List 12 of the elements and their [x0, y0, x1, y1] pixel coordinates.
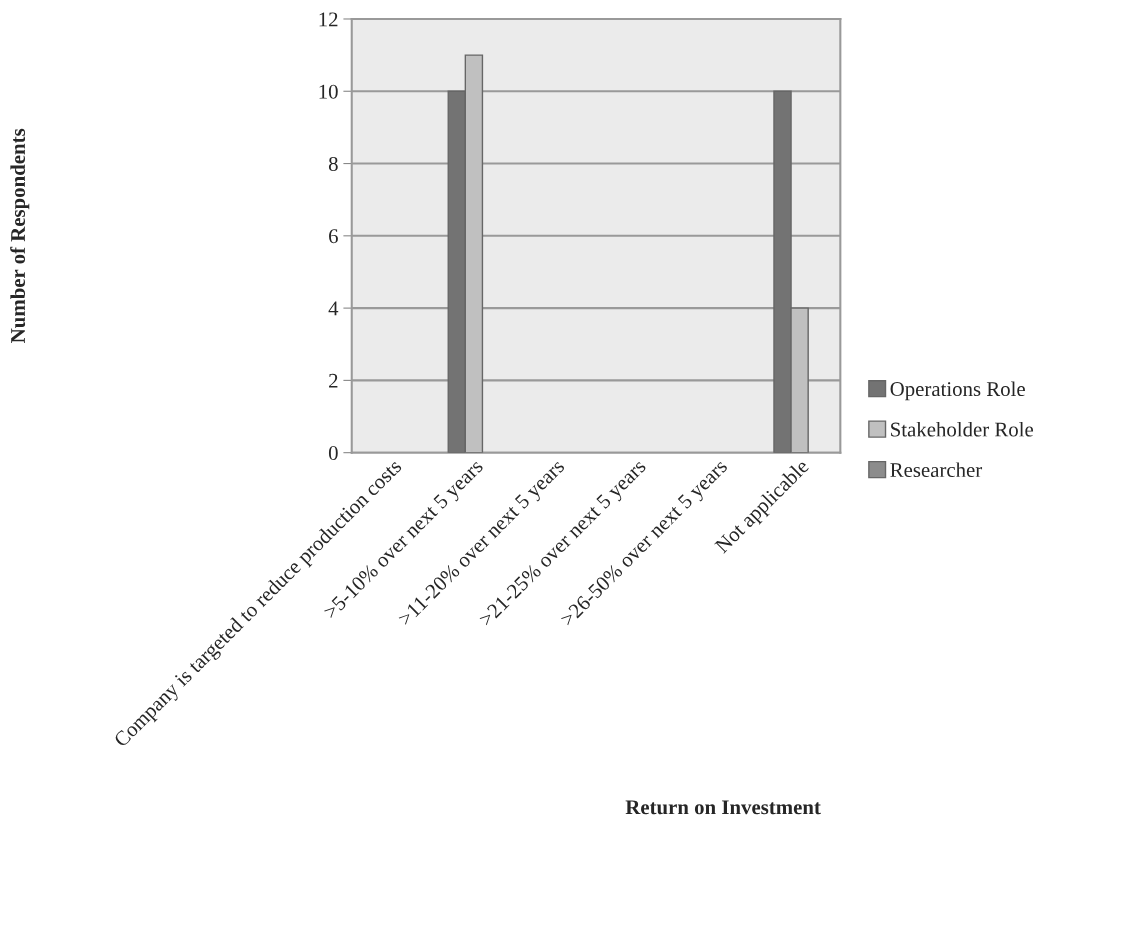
y-tick-label: 8	[328, 156, 338, 171]
y-tick-label: 12	[319, 12, 338, 27]
legend-label: Stakeholder Role	[891, 421, 1034, 437]
y-tick-label: 2	[329, 373, 338, 388]
y-tick-label: 6	[329, 229, 338, 244]
legend-label: Researcher	[890, 462, 983, 478]
y-tick-label: 0	[328, 446, 338, 461]
y-axis-title: Number of Respondents	[10, 128, 30, 343]
y-tick-label: 4	[328, 301, 339, 316]
x-axis-title: Return on Investment	[625, 800, 821, 815]
y-tick-label: 10	[319, 84, 338, 99]
legend-label: Operations Role	[890, 381, 1025, 401]
